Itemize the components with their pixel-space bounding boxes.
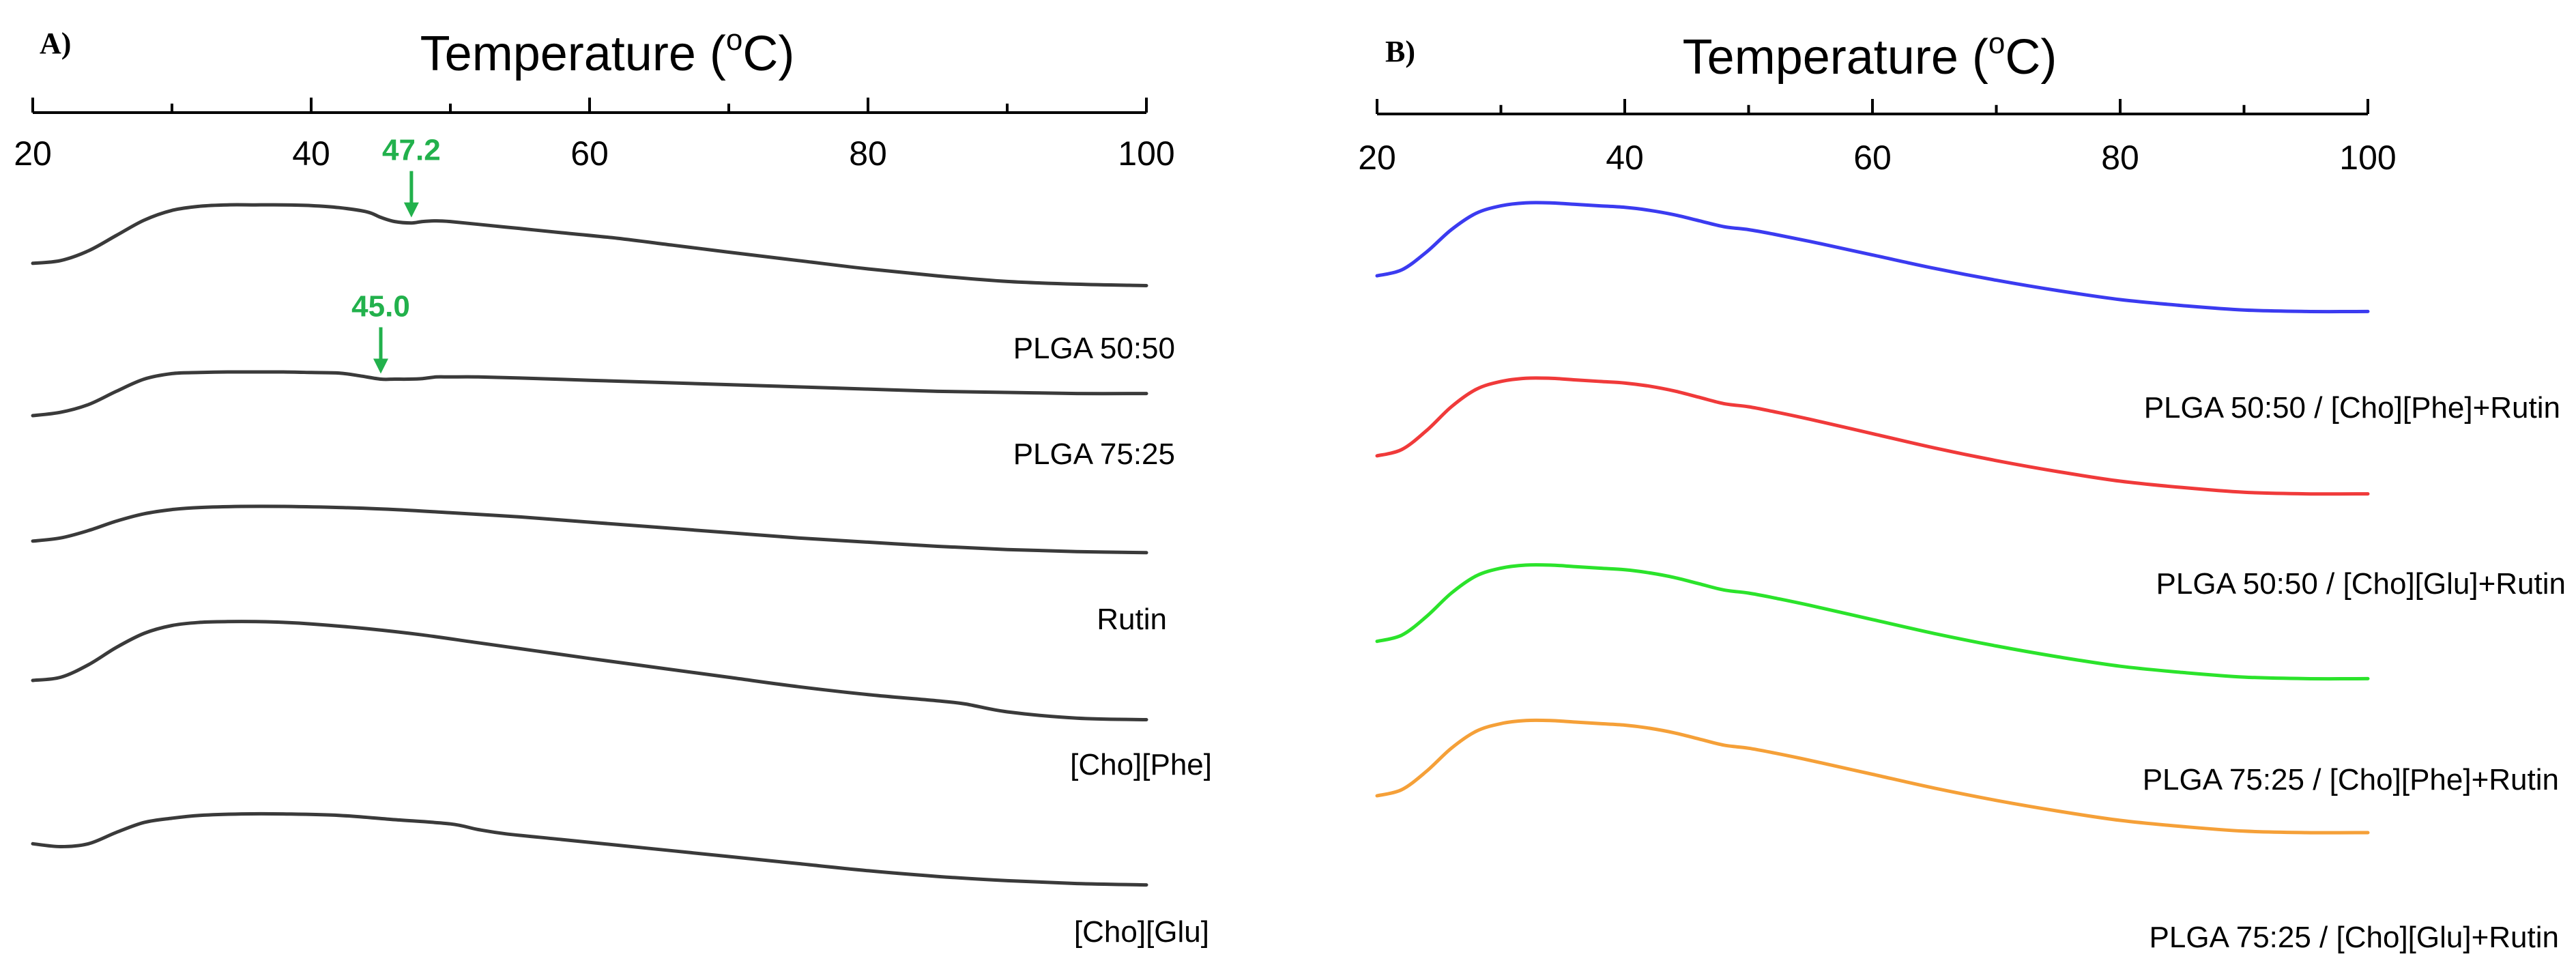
axis-title-superscript: o xyxy=(726,23,742,57)
x-tick-label: 40 xyxy=(292,134,330,173)
x-tick-label: 60 xyxy=(570,134,609,173)
panel-b: B) Temperature (oC) 20 40 60 80 100 PLGA 50:50 … xyxy=(1358,27,2566,954)
x-tick-label: 20 xyxy=(1358,139,1396,177)
x-tick-label: 20 xyxy=(14,134,52,173)
transition-temperature-label: 45.0 xyxy=(351,290,410,323)
x-tick-label: 100 xyxy=(2339,139,2396,177)
x-tick-label: 80 xyxy=(2101,139,2139,177)
series-label: PLGA 50:50 xyxy=(1013,332,1175,365)
transition-temperature-label: 47.2 xyxy=(382,134,441,167)
series-label: PLGA 75:25 xyxy=(1013,437,1175,471)
panel-label: A) xyxy=(40,27,71,60)
series-line-a-2 xyxy=(31,370,1148,418)
series-label: [Cho][Phe] xyxy=(1070,748,1212,781)
annotation-arrow-head xyxy=(403,202,419,218)
series-line-b-2 xyxy=(1375,376,2370,496)
series-label: PLGA 50:50 / [Cho][Phe]+Rutin xyxy=(2144,391,2560,425)
series-line-b-1 xyxy=(1375,201,2370,314)
axis-title-main: Temperature ( xyxy=(1683,30,1988,85)
axis-title-unit: C) xyxy=(742,27,794,81)
series-label: PLGA 50:50 / [Cho][Glu]+Rutin xyxy=(2156,567,2566,601)
panel-label: B) xyxy=(1385,35,1415,68)
axis-title-unit: C) xyxy=(2005,30,2057,85)
axis-title: Temperature (oC) xyxy=(420,23,795,81)
series-label: PLGA 75:25 / [Cho][Phe]+Rutin xyxy=(2143,763,2559,796)
axis-title-superscript: o xyxy=(1988,27,2005,60)
series-label: PLGA 75:25 / [Cho][Glu]+Rutin xyxy=(2150,921,2559,954)
series-label: [Cho][Glu] xyxy=(1074,915,1209,949)
series-label: Rutin xyxy=(1097,603,1167,636)
annotation-arrow-head xyxy=(373,358,388,374)
x-tick-label: 40 xyxy=(1606,139,1644,177)
axis-title: Temperature (oC) xyxy=(1683,27,2057,85)
x-tick-label: 80 xyxy=(849,134,887,173)
series-line-a-3 xyxy=(31,504,1148,555)
series-line-a-5 xyxy=(31,811,1148,887)
series-line-a-4 xyxy=(31,620,1148,721)
x-tick-label: 60 xyxy=(1853,139,1892,177)
series-line-a-1 xyxy=(31,203,1148,287)
axis-title-main: Temperature ( xyxy=(420,27,726,81)
series-line-b-4 xyxy=(1375,718,2370,835)
panel-a: A) Temperature (oC) 20 40 60 80 100 PLGA 50:50 4… xyxy=(14,23,1212,949)
series-line-b-3 xyxy=(1375,563,2370,681)
x-tick-label: 100 xyxy=(1118,134,1174,173)
